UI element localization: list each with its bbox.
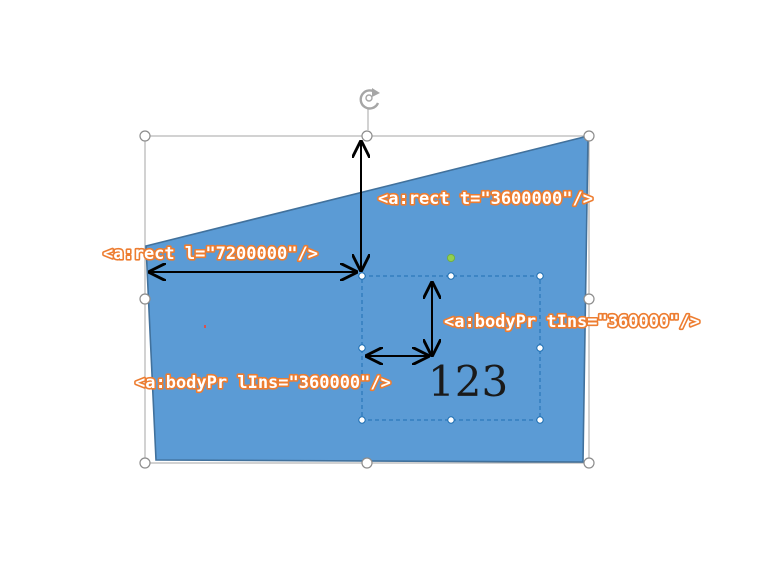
resize-handle-left[interactable]	[139, 293, 151, 305]
textbox-handle-t[interactable]	[447, 272, 455, 280]
textbox-handle-tr[interactable]	[536, 272, 544, 280]
textbox-handle-bl[interactable]	[358, 416, 366, 424]
textbox-handles[interactable]	[358, 253, 544, 424]
textbox-handle-b[interactable]	[447, 416, 455, 424]
rotate-icon[interactable]	[359, 88, 380, 110]
resize-handle-bottom-right[interactable]	[583, 457, 595, 469]
textbox-handle-br[interactable]	[536, 416, 544, 424]
red-mark	[204, 325, 206, 328]
textbox-rotate-handle[interactable]	[446, 253, 456, 263]
textbox-handle-tl[interactable]	[358, 272, 366, 280]
resize-handle-top-right[interactable]	[583, 130, 595, 142]
resize-handle-bottom-left[interactable]	[139, 457, 151, 469]
label-rect-t: <a:rect t="3600000"/>	[378, 189, 593, 209]
shape-resize-handles[interactable]	[139, 130, 595, 469]
label-body-tins: <a:bodyPr tIns="360000"/>	[444, 312, 700, 332]
resize-handle-top-left[interactable]	[139, 130, 151, 142]
textbox-handle-l[interactable]	[358, 344, 366, 352]
resize-handle-bottom[interactable]	[361, 457, 373, 469]
shape-text[interactable]: 123	[428, 357, 508, 406]
textbox-handle-r[interactable]	[536, 344, 544, 352]
freeform-shape[interactable]	[145, 134, 589, 463]
label-body-lins: <a:bodyPr lIns="360000"/>	[135, 373, 391, 393]
resize-handle-top[interactable]	[361, 130, 373, 142]
label-rect-l: <a:rect l="7200000"/>	[103, 244, 318, 264]
resize-handle-right[interactable]	[583, 293, 595, 305]
